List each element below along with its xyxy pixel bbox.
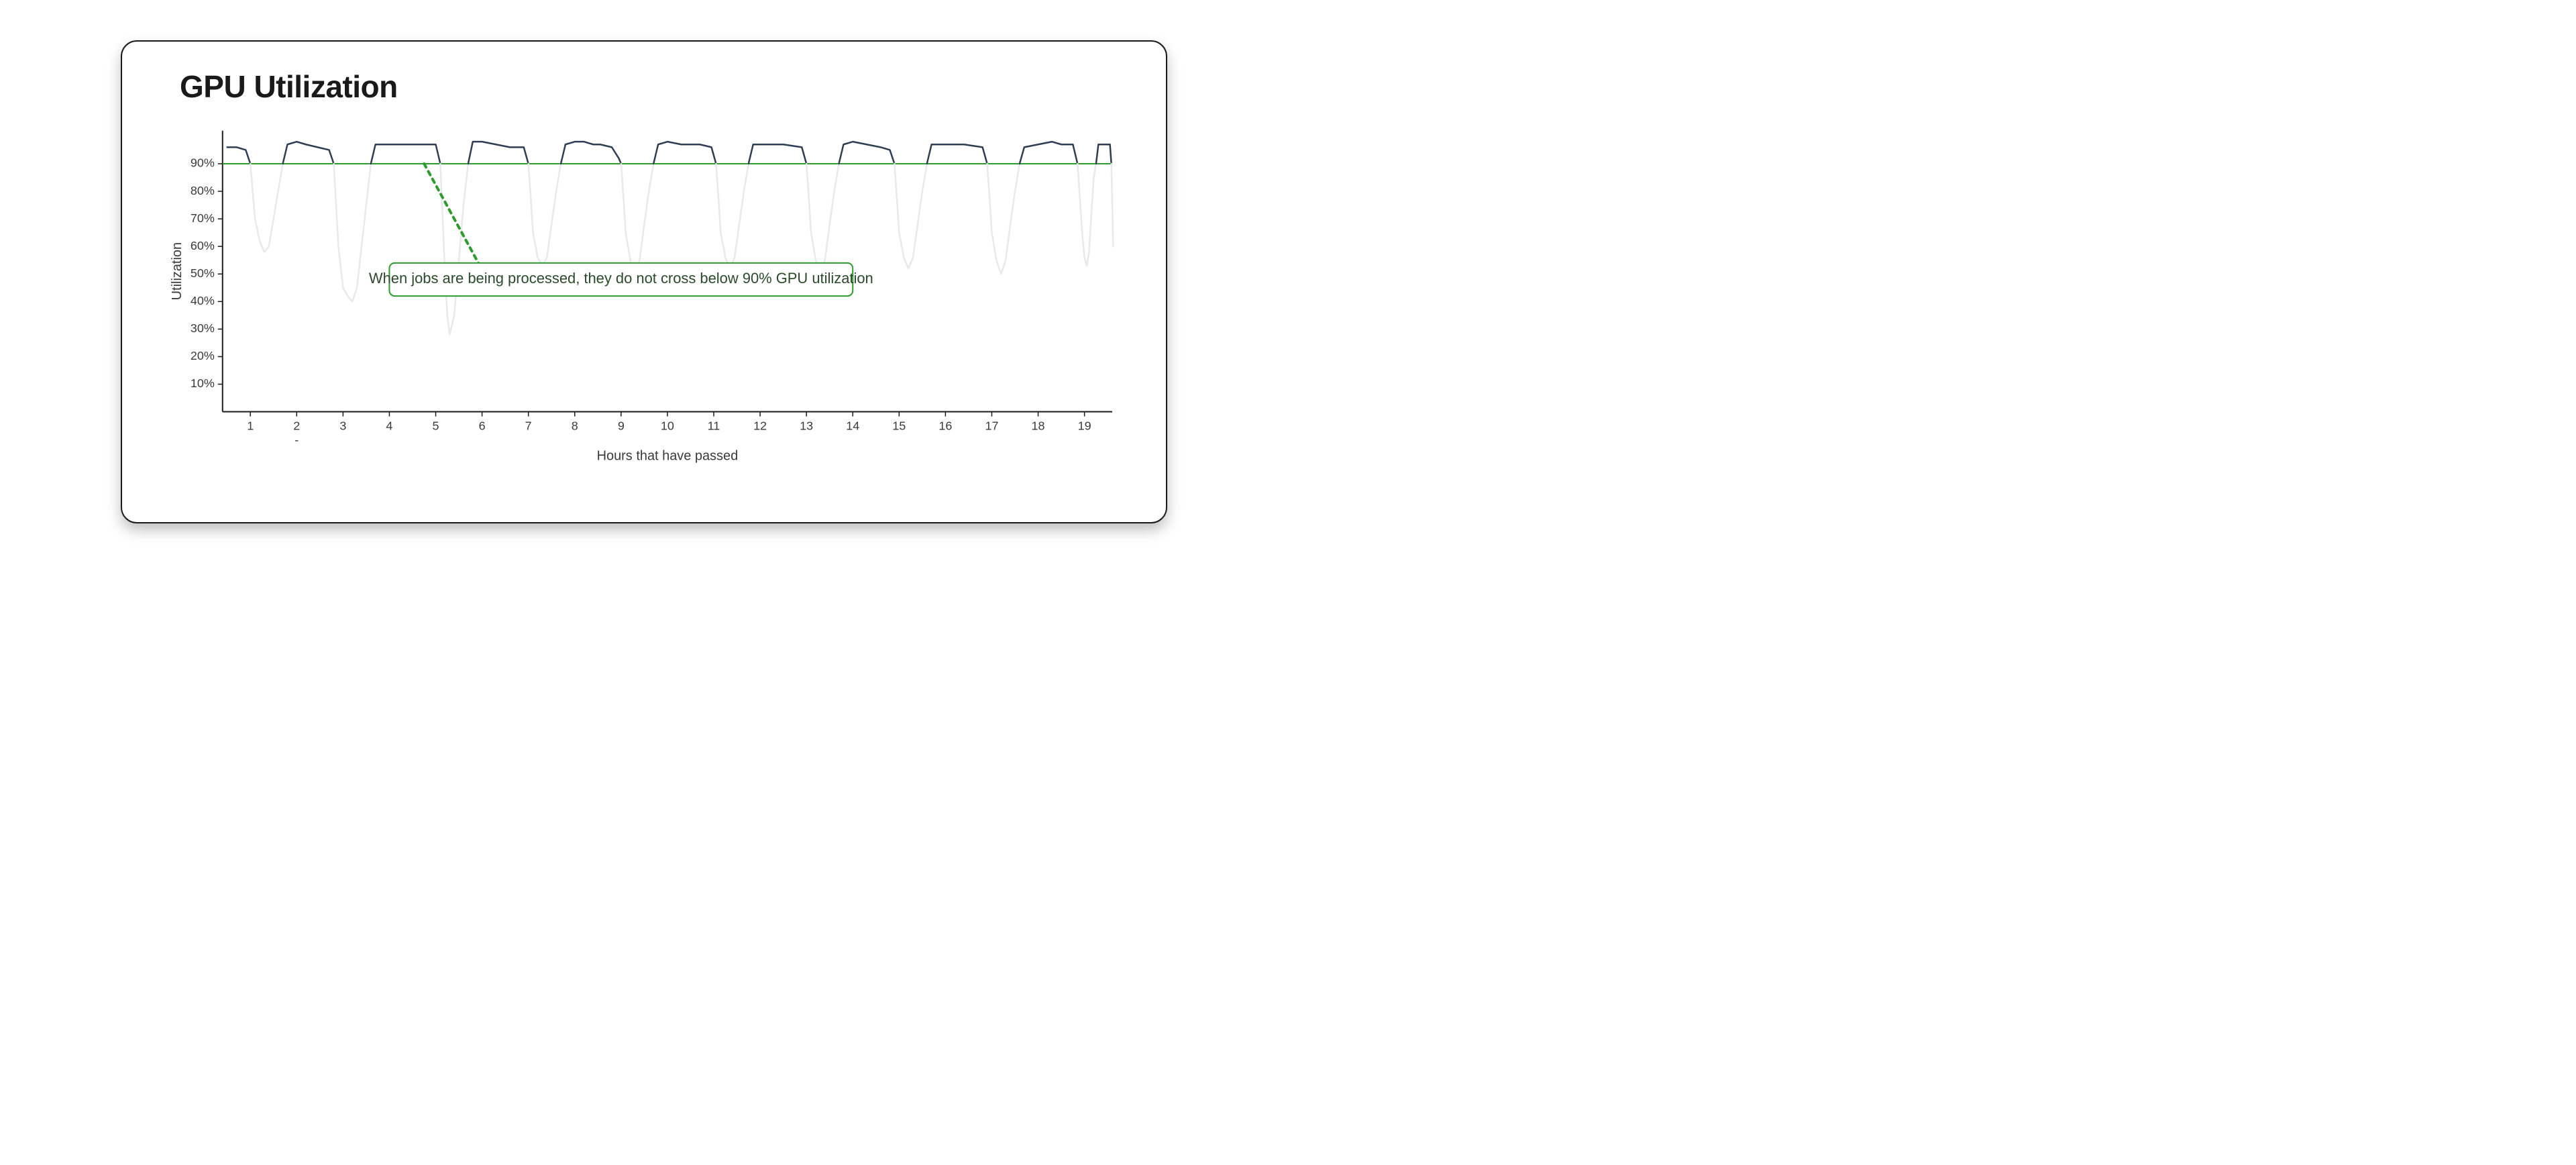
x-tick-label: 18 (1032, 419, 1045, 432)
y-axis-title: Utilization (170, 242, 184, 300)
x-tick-label: 9 (618, 419, 625, 432)
x-tick-label: 13 (800, 419, 813, 432)
series-below-threshold (987, 164, 1020, 274)
x-tick-label: 10 (661, 419, 674, 432)
utilization-chart: 10%20%30%40%50%60%70%80%90%1234567891011… (162, 123, 1126, 486)
series-below-threshold (806, 164, 839, 274)
chart-title: GPU Utilization (180, 68, 1126, 105)
series-below-threshold (529, 164, 561, 266)
y-tick-label: 30% (191, 321, 215, 335)
series-below-threshold (1112, 164, 1114, 246)
x-tick-label: 8 (572, 419, 578, 432)
series-above-threshold (561, 142, 621, 164)
stage: GPU Utilization 10% 20% 30% 40% 50% 60% 70% 80%… (0, 0, 1288, 582)
callout-leader (424, 164, 484, 274)
series-below-threshold (1077, 164, 1096, 266)
series-above-threshold (1096, 144, 1112, 164)
x-tick-label: 7 (525, 419, 532, 432)
x-tick-label: 3 (339, 419, 346, 432)
x-tick-label: 17 (985, 419, 998, 432)
series-above-threshold (1020, 142, 1077, 164)
y-tick-label: 50% (191, 266, 215, 280)
y-tick-label: 60% (191, 239, 215, 252)
series-below-threshold (440, 164, 468, 335)
x-extra-mark: - (294, 433, 299, 446)
x-axis-title: Hours that have passed (597, 448, 739, 463)
series-below-threshold (894, 164, 926, 268)
series-below-threshold (716, 164, 748, 268)
x-tick-label: 19 (1078, 419, 1091, 432)
x-tick-label: 2 (293, 419, 300, 432)
x-tick-label: 12 (753, 419, 767, 432)
callout-text: When jobs are being processed, they do n… (369, 270, 873, 287)
series-above-threshold (839, 142, 894, 164)
y-tick-label: 10% (191, 376, 215, 390)
y-tick-label: 20% (191, 349, 215, 362)
x-tick-label: 5 (433, 419, 439, 432)
y-tick-label: 40% (191, 294, 215, 307)
series-above-threshold (749, 144, 806, 164)
series-below-threshold (621, 164, 653, 274)
series-above-threshold (653, 142, 716, 164)
x-tick-label: 6 (479, 419, 486, 432)
series-above-threshold (283, 142, 334, 164)
y-tick-label: 80% (191, 184, 215, 197)
x-tick-label: 15 (892, 419, 906, 432)
x-tick-label: 4 (386, 419, 392, 432)
chart-card: GPU Utilization 10% 20% 30% 40% 50% 60% 70% 80%… (121, 40, 1167, 523)
chart-container: 10%20%30%40%50%60%70%80%90%1234567891011… (162, 123, 1126, 486)
x-tick-label: 1 (247, 419, 254, 432)
series-above-threshold (227, 147, 251, 164)
series-below-threshold (334, 164, 371, 301)
series-above-threshold (927, 144, 987, 164)
series-above-threshold (468, 142, 529, 164)
x-tick-label: 11 (708, 419, 720, 432)
y-tick-label: 90% (191, 156, 215, 170)
x-tick-label: 16 (938, 419, 952, 432)
y-tick-label: 70% (191, 211, 215, 225)
series-below-threshold (250, 164, 282, 252)
series-above-threshold (371, 144, 441, 164)
x-tick-label: 14 (846, 419, 859, 432)
